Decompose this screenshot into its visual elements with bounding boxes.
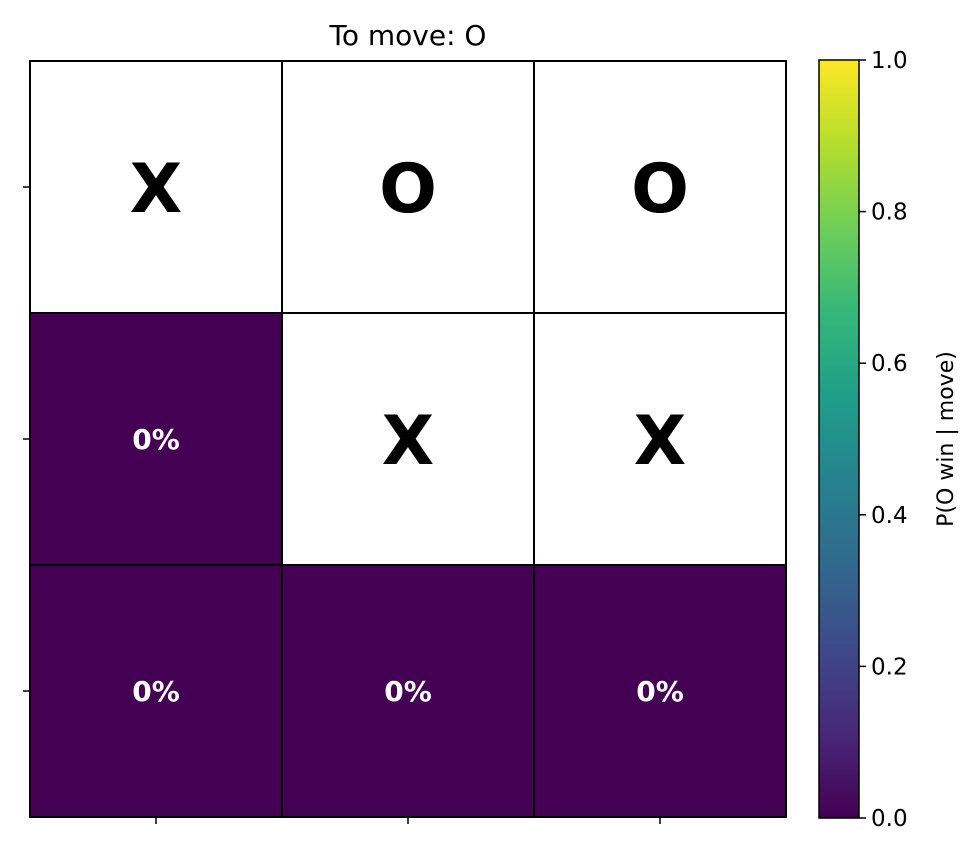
board-cell-r0-c0: X: [29, 60, 283, 314]
colorbar-label: P(O win | move): [934, 351, 959, 527]
board-cell-r2-c1[interactable]: 0%: [281, 564, 535, 818]
cell-probability-label: 0%: [132, 675, 180, 708]
colorbar-tick-label: 0.0: [871, 806, 908, 832]
colorbar: 0.0 0.2 0.4 0.6 0.8 1.0 P(O win | move): [818, 48, 959, 832]
cell-background: [29, 60, 283, 314]
colorbar-ticks: 0.0 0.2 0.4 0.6 0.8 1.0: [859, 48, 908, 832]
colorbar-tick-label: 1.0: [871, 48, 908, 74]
board-cell-r1-c1: X: [281, 312, 535, 566]
board-cell-r1-c0[interactable]: 0%: [29, 312, 283, 566]
colorbar-gradient: [818, 59, 860, 819]
board-cell-r0-c1: O: [281, 60, 535, 314]
cell-background: [281, 564, 535, 818]
cell-background: [29, 312, 283, 566]
cell-background: [281, 60, 535, 314]
board-cell-r2-c0[interactable]: 0%: [29, 564, 283, 818]
cell-probability-label: 0%: [384, 675, 432, 708]
colorbar-tick-label: 0.2: [871, 654, 908, 680]
board-cell-r2-c2[interactable]: 0%: [533, 564, 787, 818]
cell-probability-label: 0%: [636, 675, 684, 708]
cell-mark-o: O: [631, 150, 689, 229]
cell-probability-label: 0%: [132, 423, 180, 456]
board-cell-r0-c2: O: [533, 60, 787, 314]
board-cell-r1-c2: X: [533, 312, 787, 566]
cell-mark-o: O: [379, 150, 437, 229]
cell-mark-x: X: [634, 402, 686, 481]
board-axis-ticks: [23, 186, 661, 824]
cell-background: [281, 312, 535, 566]
tic-tac-toe-board: X O O 0% X X 0% 0% 0%: [29, 60, 787, 818]
cell-mark-x: X: [130, 150, 182, 229]
board-title: To move: O: [329, 19, 487, 52]
colorbar-tick-label: 0.6: [871, 351, 908, 377]
colorbar-tick-label: 0.8: [871, 200, 908, 226]
cell-background: [533, 312, 787, 566]
cell-mark-x: X: [382, 402, 434, 481]
colorbar-tick-label: 0.4: [871, 503, 908, 529]
